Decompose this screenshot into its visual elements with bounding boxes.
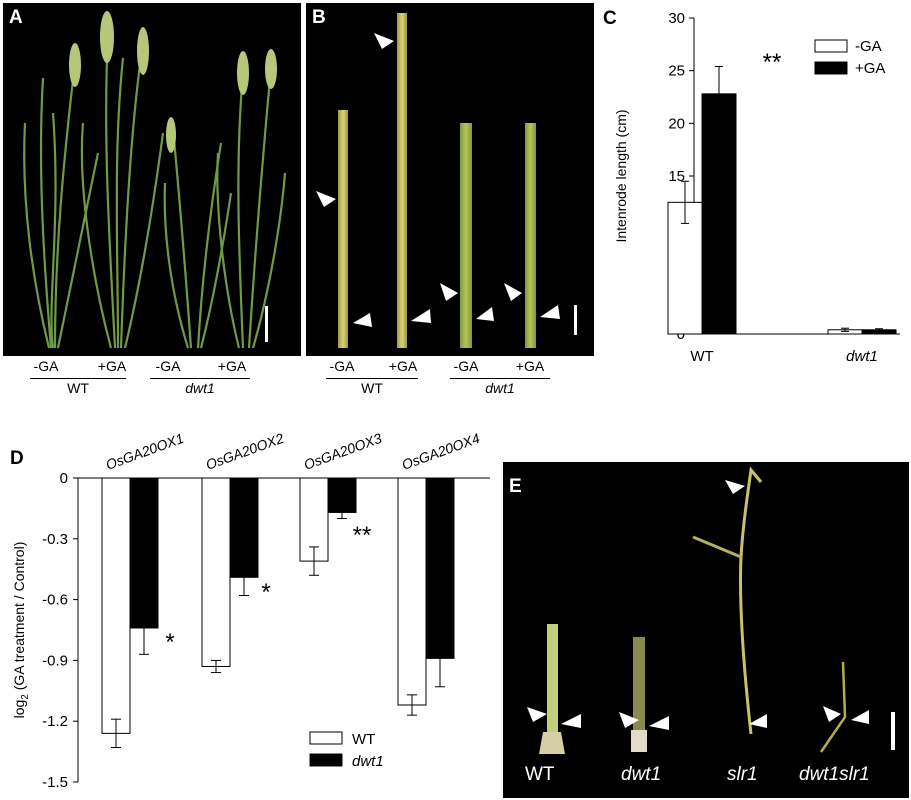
- d-y-tick-label: -0.9: [42, 652, 68, 669]
- chart-c-internode-length: 051015202530Intenrode length (cm)WTdwt1*…: [613, 10, 900, 365]
- d-y-tick-label: -1.5: [42, 774, 68, 791]
- panel-d-label: D: [10, 448, 24, 469]
- c-x-tick-label: WT: [690, 348, 713, 365]
- c-y-tick-label: 25: [668, 63, 685, 80]
- d-y-tick-label: -1.2: [42, 713, 68, 730]
- d-significance-label: *: [261, 579, 270, 606]
- d-legend-swatch-WT: [309, 731, 343, 745]
- d-legend-label-dwt1: dwt1: [352, 753, 384, 770]
- panel-a-wt-bracket: [30, 378, 126, 379]
- panel-b-treatment-3: -GA: [453, 358, 479, 374]
- panel-a-dwt1-bracket: [150, 378, 250, 379]
- d-y-axis-label: log2 (GA treatment / Control): [11, 542, 31, 719]
- panel-a-treatment-1: -GA: [33, 358, 59, 374]
- c-legend-swatch--GA: [814, 39, 848, 53]
- panel-a-treatment-4: +GA: [217, 358, 247, 374]
- panel-e-genotype-wt: WT: [525, 764, 555, 785]
- seedling-stems-illustration: [527, 466, 895, 754]
- panel-e-label: E: [509, 476, 522, 497]
- c-y-tick-label: 30: [668, 10, 685, 27]
- panel-c-label: C: [603, 8, 617, 29]
- c-legend-label--GA: -GA: [855, 38, 882, 55]
- d-bar-WT-OsGA20OX1: [101, 477, 131, 734]
- internode-stems-illustration: [316, 13, 577, 348]
- panel-a-treatment-3: -GA: [155, 358, 181, 374]
- c-x-tick-label: dwt1: [846, 348, 878, 365]
- d-category-label: OsGA20OX3: [302, 430, 384, 473]
- c-y-tick-label: 15: [668, 168, 685, 185]
- panel-a-group-dwt1: dwt1: [185, 380, 215, 396]
- d-y-tick-label: 0: [60, 470, 68, 487]
- panel-b-dwt1-bracket: [450, 378, 550, 379]
- panel-b-group-wt: WT: [361, 380, 383, 396]
- c-significance-label: **: [763, 49, 782, 76]
- panel-b-treatment-4: +GA: [515, 358, 545, 374]
- c-y-tick-label: 20: [668, 115, 685, 132]
- panel-b-wt-bracket: [326, 378, 418, 379]
- panel-b-treatment-2: +GA: [388, 358, 418, 374]
- d-significance-label: **: [353, 522, 372, 549]
- c-y-axis-label: Intenrode length (cm): [613, 109, 629, 242]
- d-significance-label: *: [165, 629, 174, 656]
- d-bar-dwt1-OsGA20OX4: [425, 477, 455, 659]
- c-legend-label-+GA: +GA: [855, 60, 885, 77]
- panel-b-treatment-1: -GA: [329, 358, 355, 374]
- panel-e-photo: E WT dwt1 slr1 dwt1slr1: [503, 462, 909, 798]
- panel-b-label: B: [312, 7, 326, 28]
- c-y-tick-label: 0: [677, 326, 685, 343]
- panel-e-genotype-slr1: slr1: [727, 764, 758, 785]
- panel-a-photo: A: [3, 3, 301, 356]
- d-bar-WT-OsGA20OX2: [201, 477, 231, 667]
- d-legend-label-WT: WT: [352, 731, 375, 748]
- d-legend-swatch-dwt1: [309, 753, 343, 767]
- panel-b-photo: B: [306, 3, 594, 356]
- chart-d-ga20ox-expression: 0 -0.3 -0.6 -0.9 -1.2 -1.5 log2 (GA treatment …: [11, 430, 490, 791]
- rice-plants-illustration: [23, 11, 287, 349]
- c-legend-swatch-+GA: [814, 61, 848, 75]
- panel-b-group-dwt1: dwt1: [485, 380, 515, 396]
- c-bar-+GA-WT: [701, 93, 737, 335]
- panel-e-genotype-dwt1: dwt1: [621, 764, 662, 785]
- panel-a-label: A: [9, 7, 23, 28]
- d-bar-WT-OsGA20OX4: [397, 477, 427, 706]
- panel-a-treatment-2: +GA: [97, 358, 127, 374]
- d-category-label: OsGA20OX1: [104, 430, 186, 473]
- panel-a-group-wt: WT: [67, 380, 89, 396]
- panel-e-genotype-dwt1slr1: dwt1slr1: [799, 764, 870, 785]
- d-y-tick-label: -0.3: [42, 531, 68, 548]
- d-y-tick-label: -0.6: [42, 592, 68, 609]
- d-category-label: OsGA20OX4: [400, 430, 482, 473]
- d-category-label: OsGA20OX2: [204, 430, 286, 473]
